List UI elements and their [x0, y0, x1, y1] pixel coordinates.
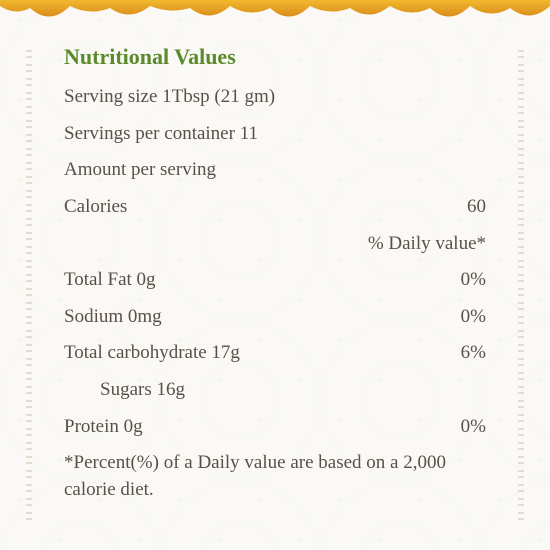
calories-row: Calories 60: [64, 194, 486, 220]
nutrient-row: Sugars 16g: [64, 377, 486, 403]
nutrient-label: Sodium 0mg: [64, 304, 426, 330]
serving-size-row: Serving size 1Tbsp (21 gm): [64, 84, 486, 110]
nutrient-dv: 0%: [426, 414, 486, 440]
nutrient-label: Protein 0g: [64, 414, 426, 440]
nutrient-dv: 6%: [426, 340, 486, 366]
panel-title: Nutritional Values: [64, 44, 486, 70]
nutrient-row: Total Fat 0g0%: [64, 267, 486, 293]
nutrient-row: Total carbohydrate 17g6%: [64, 340, 486, 366]
servings-per-container-row: Servings per container 11: [64, 121, 486, 147]
amount-per-serving-row: Amount per serving: [64, 157, 486, 183]
nutrient-label: Sugars 16g: [64, 377, 486, 403]
footnote: *Percent(%) of a Daily value are based o…: [64, 450, 486, 503]
nutrient-row: Protein 0g0%: [64, 414, 486, 440]
nutrient-row: Sodium 0mg0%: [64, 304, 486, 330]
nutrient-label: Total carbohydrate 17g: [64, 340, 426, 366]
nutrient-label: Total Fat 0g: [64, 267, 426, 293]
amount-per-serving: Amount per serving: [64, 157, 486, 183]
serving-size: Serving size 1Tbsp (21 gm): [64, 84, 486, 110]
servings-per-container: Servings per container 11: [64, 121, 486, 147]
nutrition-panel: Nutritional Values Serving size 1Tbsp (2…: [0, 0, 550, 504]
calories-label: Calories: [64, 194, 426, 220]
daily-value-header: % Daily value*: [368, 231, 486, 257]
nutrient-dv: 0%: [426, 267, 486, 293]
nutrient-dv: 0%: [426, 304, 486, 330]
calories-value: 60: [426, 194, 486, 220]
daily-value-header-row: % Daily value*: [64, 231, 486, 257]
